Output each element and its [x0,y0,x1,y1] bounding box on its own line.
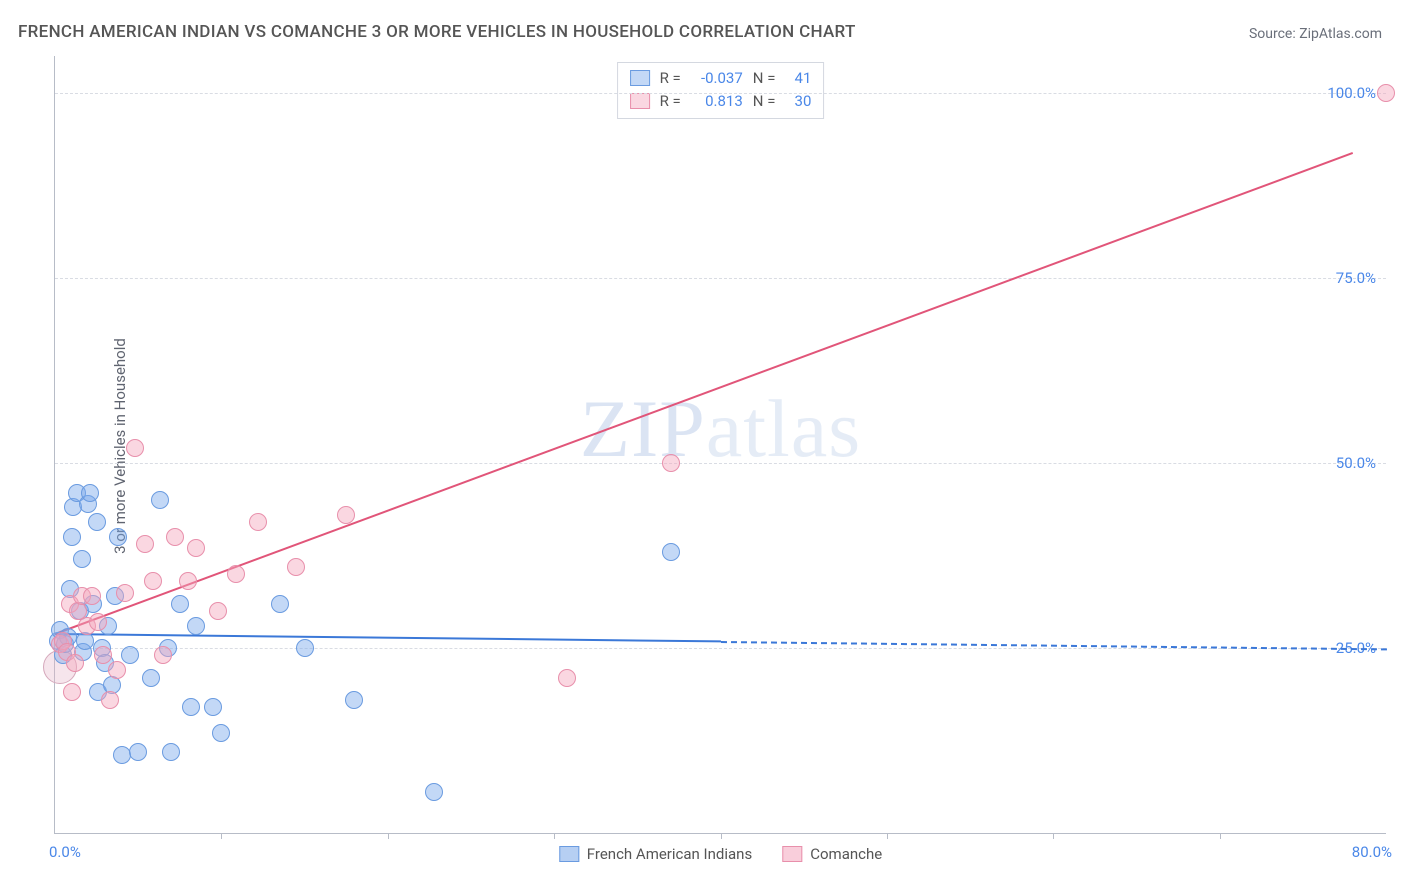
scatter-point-series-1 [558,669,576,687]
scatter-point-series-0 [425,783,443,801]
scatter-point-series-1 [66,654,84,672]
gridline [55,278,1386,279]
y-tick-label: 100.0% [1327,84,1376,102]
scatter-point-series-1 [179,572,197,590]
scatter-point-series-0 [63,528,81,546]
legend-stats-row-0: R = -0.037 N = 41 [630,67,812,90]
x-tick [887,833,888,839]
scatter-point-series-0 [121,646,139,664]
legend-swatch-0 [559,846,579,862]
legend-item-1: Comanche [782,845,882,863]
chart-title: FRENCH AMERICAN INDIAN VS COMANCHE 3 OR … [18,22,856,42]
scatter-point-series-0 [171,595,189,613]
scatter-point-series-1 [154,646,172,664]
scatter-point-series-0 [109,528,127,546]
trend-line [55,633,721,642]
scatter-point-series-0 [204,698,222,716]
scatter-point-series-0 [212,724,230,742]
gridline [55,93,1386,94]
scatter-point-series-0 [151,491,169,509]
legend-label-1: Comanche [810,845,882,863]
scatter-point-series-0 [296,639,314,657]
scatter-point-series-1 [337,506,355,524]
legend-n-label: N = [753,67,776,90]
y-tick-label: 75.0% [1336,269,1376,287]
scatter-point-series-1 [83,587,101,605]
scatter-point-series-1 [136,535,154,553]
source-link[interactable]: ZipAtlas.com [1299,26,1382,42]
legend-swatch-1 [782,846,802,862]
legend-item-0: French American Indians [559,845,752,863]
scatter-point-series-1 [287,558,305,576]
scatter-point-series-0 [162,743,180,761]
x-tick [1220,833,1221,839]
scatter-point-series-0 [271,595,289,613]
scatter-point-series-0 [662,543,680,561]
correlation-chart: FRENCH AMERICAN INDIAN VS COMANCHE 3 OR … [0,0,1406,892]
scatter-point-series-1 [126,439,144,457]
y-tick-label: 50.0% [1336,454,1376,472]
scatter-point-series-0 [182,698,200,716]
scatter-point-series-1 [209,602,227,620]
watermark: ZIPatlas [580,382,861,476]
x-tick [721,833,722,839]
plot-area: ZIPatlas R = -0.037 N = 41 R = 0.813 N =… [54,56,1386,834]
source-prefix: Source: [1249,26,1299,42]
scatter-point-series-0 [73,550,91,568]
scatter-point-series-1 [187,539,205,557]
scatter-point-series-1 [227,565,245,583]
source-attribution: Source: ZipAtlas.com [1249,26,1382,42]
legend-stats: R = -0.037 N = 41 R = 0.813 N = 30 [617,62,825,119]
x-tick-label: 80.0% [1352,843,1392,861]
scatter-point-series-1 [108,661,126,679]
scatter-point-series-1 [249,513,267,531]
legend-r-value-0: -0.037 [691,67,743,90]
x-tick [221,833,222,839]
legend-n-value-0: 41 [785,67,811,90]
trend-line [55,152,1353,635]
scatter-point-series-0 [81,484,99,502]
scatter-point-series-1 [89,613,107,631]
scatter-point-series-1 [116,584,134,602]
scatter-point-series-1 [662,454,680,472]
scatter-point-series-0 [113,746,131,764]
legend-swatch-0 [630,70,650,86]
legend-swatch-1 [630,93,650,109]
scatter-point-series-1 [144,572,162,590]
scatter-point-series-1 [101,691,119,709]
scatter-point-series-0 [345,691,363,709]
x-tick [388,833,389,839]
scatter-point-series-1 [94,646,112,664]
scatter-point-series-1 [166,528,184,546]
scatter-point-series-0 [129,743,147,761]
scatter-point-series-0 [187,617,205,635]
scatter-point-series-0 [88,513,106,531]
legend-r-label: R = [660,67,681,90]
scatter-point-series-1 [1377,84,1395,102]
scatter-point-series-1 [63,683,81,701]
gridline [55,463,1386,464]
legend-series: French American Indians Comanche [559,845,882,863]
x-tick-label: 0.0% [49,843,81,861]
x-tick [554,833,555,839]
x-tick [1053,833,1054,839]
scatter-point-series-0 [142,669,160,687]
legend-label-0: French American Indians [587,845,752,863]
